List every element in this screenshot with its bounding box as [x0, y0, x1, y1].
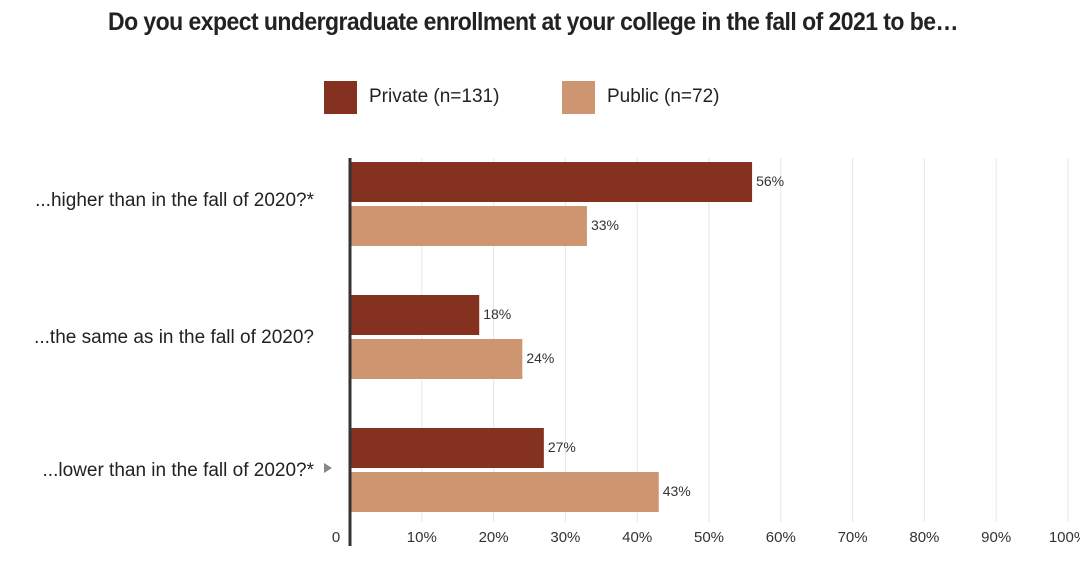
data-label: 18% [483, 306, 511, 322]
category-label: ...lower than in the fall of 2020?* [43, 460, 315, 481]
x-tick-label: 20% [479, 529, 509, 546]
x-tick-label: 90% [981, 529, 1011, 546]
legend-label-private: Private (n=131) [369, 86, 500, 107]
x-tick-label: 80% [909, 529, 939, 546]
bar-private[interactable] [350, 162, 753, 202]
x-tick-label: 10% [407, 529, 437, 546]
data-label: 33% [591, 217, 619, 233]
data-label: 56% [756, 173, 784, 189]
data-label: 24% [526, 350, 554, 366]
legend-swatch-private [324, 80, 357, 114]
legend-item-public[interactable]: Public (n=72) [562, 80, 719, 114]
x-tick-label: 100% [1049, 529, 1080, 546]
legend-item-private[interactable]: Private (n=131) [324, 80, 499, 114]
data-label: 27% [548, 439, 576, 455]
category-label: ...the same as in the fall of 2020? [34, 327, 314, 348]
bar-private[interactable] [350, 428, 544, 468]
x-tick-label: 70% [838, 529, 868, 546]
legend-swatch-public [562, 80, 595, 114]
x-tick-label: 50% [694, 529, 724, 546]
bar-public[interactable] [350, 472, 659, 512]
bar-public[interactable] [350, 206, 587, 246]
data-label: 43% [663, 483, 691, 499]
bar-private[interactable] [350, 295, 480, 335]
x-tick-label: 30% [550, 529, 580, 546]
bar-public[interactable] [350, 339, 523, 379]
x-tick-label: 40% [622, 529, 652, 546]
legend: Private (n=131) Public (n=72) [0, 80, 1080, 114]
x-tick-label: 60% [766, 529, 796, 546]
x-tick-label: 0 [332, 529, 340, 546]
chart-title: Do you expect undergraduate enrollment a… [108, 8, 958, 36]
play-triangle-icon[interactable] [324, 463, 332, 473]
legend-label-public: Public (n=72) [607, 86, 720, 107]
category-label: ...higher than in the fall of 2020?* [35, 190, 314, 211]
